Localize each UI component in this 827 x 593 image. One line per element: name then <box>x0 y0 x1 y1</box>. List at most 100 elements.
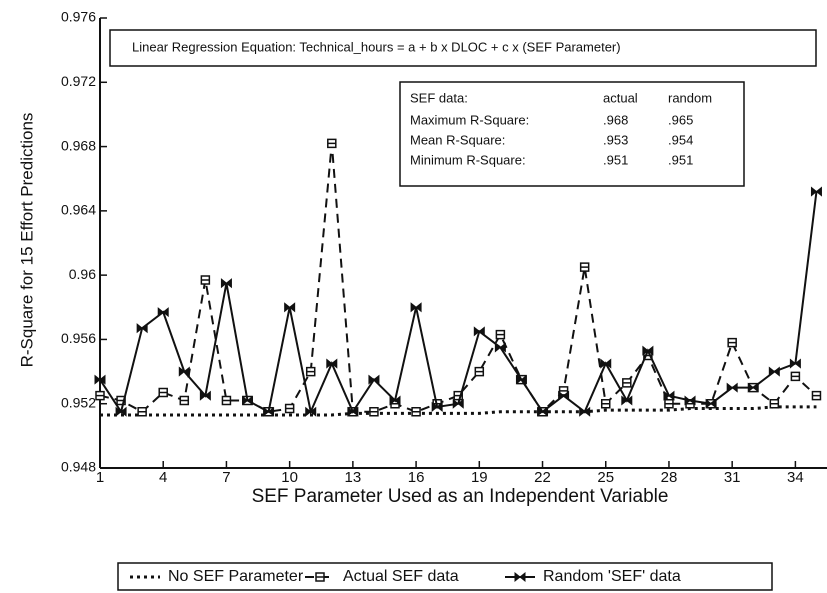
point <box>284 403 295 414</box>
point <box>769 398 780 409</box>
point <box>326 358 338 369</box>
x-tick-label: 22 <box>534 469 551 486</box>
point <box>811 390 822 401</box>
table-header: SEF data: <box>410 90 468 105</box>
point <box>452 398 464 409</box>
point <box>768 366 780 377</box>
point <box>284 302 296 313</box>
point <box>431 401 443 412</box>
point <box>664 398 674 409</box>
y-tick-label: 0.96 <box>69 266 96 282</box>
y-tick-label: 0.952 <box>61 394 96 410</box>
point <box>327 138 337 149</box>
point <box>369 407 379 417</box>
y-axis-label: R-Square for 15 Effort Predictions <box>17 113 36 368</box>
point <box>495 329 506 340</box>
point <box>305 406 317 417</box>
point <box>642 345 654 356</box>
y-tick-label: 0.968 <box>61 137 96 153</box>
point <box>178 366 190 377</box>
point <box>200 275 211 285</box>
y-tick-label: 0.964 <box>61 202 96 218</box>
point <box>410 302 422 313</box>
x-tick-label: 10 <box>281 469 298 486</box>
point <box>347 406 359 417</box>
equation: Linear Regression Equation: Technical_ho… <box>132 39 621 54</box>
point <box>305 366 316 377</box>
legend-box <box>117 562 773 591</box>
y-tick-label: 0.972 <box>61 73 96 89</box>
point <box>158 387 168 398</box>
series-line <box>99 143 818 414</box>
y-tick-label: 0.956 <box>61 330 96 346</box>
table-header: actual <box>603 90 638 105</box>
point <box>136 323 148 334</box>
table-cell: .965 <box>668 112 693 127</box>
point <box>389 395 401 406</box>
point <box>789 358 801 369</box>
x-tick-label: 7 <box>222 469 230 486</box>
x-tick-label: 34 <box>787 469 804 486</box>
point <box>727 337 737 348</box>
point <box>115 406 127 417</box>
point <box>199 390 211 401</box>
point <box>179 395 190 406</box>
x-tick-label: 31 <box>724 469 741 486</box>
x-tick-label: 1 <box>96 469 104 486</box>
point <box>579 406 591 417</box>
point <box>600 398 611 409</box>
legend-label: Actual SEF data <box>343 568 459 585</box>
stats-box <box>399 81 745 187</box>
legend-marker <box>315 572 325 582</box>
x-tick-label: 28 <box>661 469 678 486</box>
point <box>94 374 106 385</box>
point <box>663 390 675 401</box>
point <box>411 407 421 417</box>
x-tick-label: 16 <box>408 469 425 486</box>
x-axis-label: SEF Parameter Used as an Independent Var… <box>252 486 669 507</box>
point <box>515 374 527 385</box>
point <box>242 395 254 406</box>
x-tick-label: 4 <box>159 469 167 486</box>
legend-label: Random 'SEF' data <box>543 568 681 585</box>
series-line <box>100 405 817 417</box>
point <box>368 374 380 385</box>
point <box>473 326 485 337</box>
legend-marker <box>514 571 526 583</box>
table-cell: .968 <box>603 112 628 127</box>
point <box>220 278 232 289</box>
equation-box <box>109 29 817 67</box>
point <box>263 406 275 417</box>
table-cell: Maximum R-Square: <box>410 112 529 127</box>
point <box>558 390 570 401</box>
x-tick-label: 25 <box>597 469 614 486</box>
table-cell: .954 <box>668 132 693 147</box>
x-tick-label: 13 <box>345 469 362 486</box>
point <box>95 390 105 401</box>
point <box>705 398 717 409</box>
point <box>726 382 738 393</box>
table-cell: .951 <box>603 152 628 167</box>
point <box>579 262 590 272</box>
table-cell: Mean R-Square: <box>410 132 505 147</box>
point <box>221 395 232 406</box>
point <box>494 342 506 353</box>
y-tick-label: 0.976 <box>61 9 96 25</box>
point <box>747 382 759 393</box>
table-cell: Minimum R-Square: <box>410 152 526 167</box>
table-cell: .953 <box>603 132 628 147</box>
table-cell: .951 <box>668 152 693 167</box>
point <box>622 378 632 388</box>
point <box>137 407 147 417</box>
y-tick-label: 0.948 <box>61 459 96 475</box>
series-group <box>94 138 822 417</box>
point <box>810 186 822 197</box>
table-header: random <box>668 90 712 105</box>
point <box>157 307 169 318</box>
legend-label: No SEF Parameter <box>168 568 304 585</box>
point <box>474 366 485 377</box>
point <box>600 358 612 369</box>
point <box>684 395 696 406</box>
x-tick-label: 19 <box>471 469 488 486</box>
point <box>790 371 801 382</box>
